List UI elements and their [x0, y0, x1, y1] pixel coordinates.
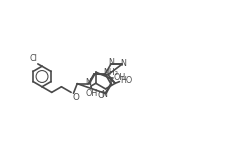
Text: N: N: [108, 58, 114, 67]
Text: OH: OH: [114, 73, 126, 82]
Text: Cl: Cl: [29, 54, 37, 63]
Text: N: N: [121, 59, 126, 68]
Text: O: O: [72, 93, 79, 102]
Text: NH₂: NH₂: [103, 68, 118, 77]
Text: N: N: [86, 78, 91, 87]
Text: HO: HO: [120, 76, 133, 85]
Text: OH: OH: [85, 89, 98, 98]
Text: N: N: [101, 90, 107, 99]
Text: O: O: [98, 91, 104, 100]
